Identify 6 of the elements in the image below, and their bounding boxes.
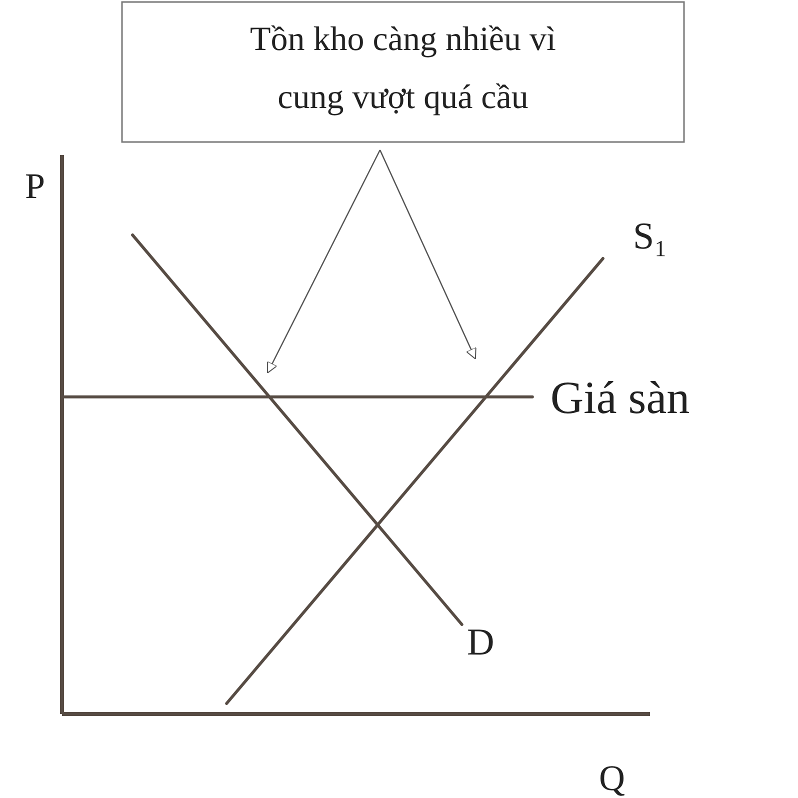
text: Tồn kho càng nhiều vì cung vượt quá cầu: [250, 21, 556, 116]
y-axis-title: P: [25, 166, 46, 206]
x-axis-title: Q: [599, 758, 625, 798]
series-label: Giá sàn: [550, 372, 690, 423]
series-label: D: [466, 621, 494, 664]
series-label: S₁: [632, 215, 668, 258]
